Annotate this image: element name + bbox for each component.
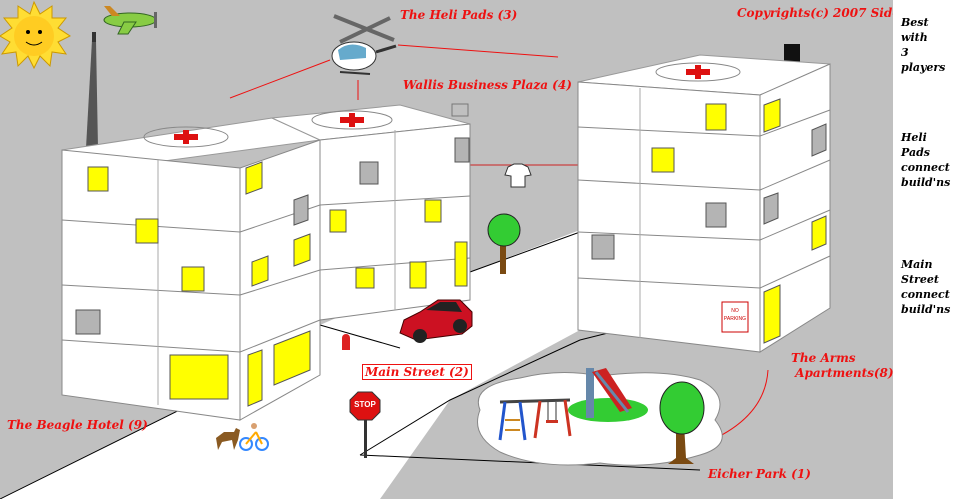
window (591, 234, 615, 260)
beagle-hotel-building[interactable] (61, 117, 322, 421)
helipad[interactable] (311, 110, 393, 130)
helipad[interactable] (655, 62, 741, 82)
wallis-business-plaza-building[interactable] (270, 103, 471, 321)
window (75, 309, 101, 335)
window (251, 255, 269, 287)
info-sidebar: Best with 3 players Heli Pads connect bu… (893, 0, 959, 499)
window (359, 161, 379, 185)
slide-icon (586, 368, 632, 418)
window (245, 161, 263, 195)
window (329, 209, 347, 233)
city-map (0, 0, 831, 499)
window (811, 215, 827, 251)
window (135, 218, 159, 244)
window (169, 354, 229, 400)
window (355, 267, 375, 289)
wallis-business-plaza-label[interactable]: Wallis Business Plaza (4) (403, 78, 572, 92)
clothesline (467, 146, 578, 166)
stop-sign-icon (349, 391, 381, 458)
main-street-label[interactable]: Main Street (2) (362, 364, 472, 380)
eicher-park-area[interactable] (477, 368, 723, 466)
tree-icon (487, 213, 521, 274)
window (705, 202, 727, 228)
dog-icon (216, 428, 240, 450)
window (293, 194, 309, 226)
airplane-icon (103, 6, 157, 35)
beagle-hotel-label[interactable]: The Beagle Hotel (9) (7, 418, 148, 432)
antenna-tower (86, 40, 98, 148)
heli-pads-note: Heli Pads connect build'ns (901, 131, 951, 189)
apartments-door[interactable] (763, 284, 781, 344)
no-parking-sign (721, 301, 749, 333)
helicopter-icon[interactable] (331, 14, 397, 75)
window (424, 199, 442, 223)
smiling-sun-icon (0, 0, 71, 70)
heli-link-line (397, 44, 559, 58)
window (763, 192, 779, 225)
helipad[interactable] (143, 126, 229, 148)
road-edge-line (319, 324, 401, 349)
window (293, 233, 311, 267)
road-edge-line (469, 231, 581, 273)
hotel-door[interactable] (247, 349, 263, 407)
window (651, 147, 675, 173)
window (763, 98, 781, 133)
window (273, 330, 311, 386)
helipad-cross (183, 130, 189, 144)
heli-pads-label[interactable]: The Heli Pads (3) (400, 8, 518, 22)
heli-link-line (229, 59, 331, 99)
road-edge-line (359, 454, 701, 471)
players-note: Best with 3 players (901, 16, 946, 74)
swing-set-icon (498, 398, 572, 441)
tshirt-icon (504, 163, 532, 188)
helipad-cross (695, 65, 701, 79)
plaza-door[interactable] (454, 241, 468, 287)
bicycle-icon (239, 423, 269, 451)
window (454, 137, 470, 163)
arms-apartments-label[interactable]: The Arms Apartments(8) (791, 351, 893, 380)
window (705, 103, 727, 131)
window (811, 123, 827, 157)
arms-apartments-building[interactable] (577, 44, 831, 353)
eicher-park-label[interactable]: Eicher Park (1) (708, 467, 811, 481)
red-car-icon[interactable] (399, 299, 473, 343)
helipad-cross (349, 113, 355, 127)
game-scene: Copyrights(c) 2007 Sid6.7 The Heli Pads … (0, 0, 893, 499)
antenna-tip (92, 32, 96, 42)
fire-hydrant-icon (342, 334, 350, 350)
copyright-text: Copyrights(c) 2007 Sid6.7 (737, 6, 893, 20)
window (181, 266, 205, 292)
window (87, 166, 109, 192)
stop-sign-text: STOP (354, 400, 376, 409)
main-street-note: Main Street connect build'ns (901, 258, 951, 316)
window (409, 261, 427, 289)
park-tree-icon (659, 381, 705, 464)
park-grass (568, 398, 648, 422)
no-parking-text: NO PARKING (723, 308, 747, 322)
